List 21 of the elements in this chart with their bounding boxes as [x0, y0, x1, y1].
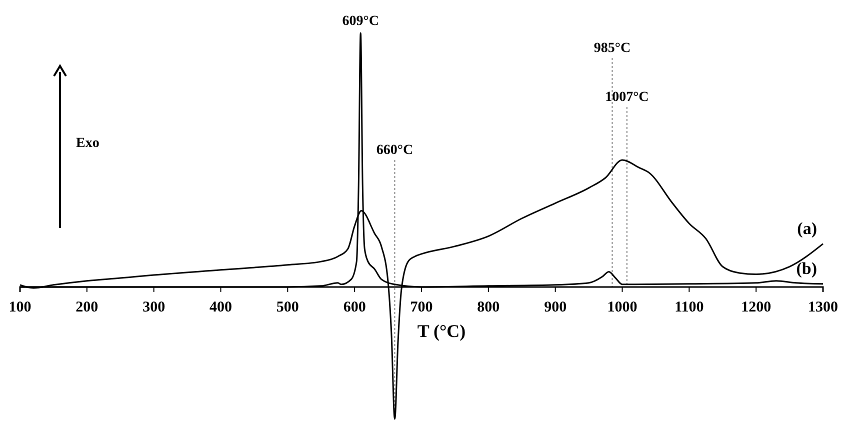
x-tick-label: 400 [210, 299, 232, 316]
series-label: (b) [796, 258, 817, 278]
ref-line-label: 660°C [376, 143, 414, 158]
annotation: 609°C [342, 14, 379, 29]
x-tick-label: 1200 [741, 299, 772, 316]
x-tick-label: 1100 [674, 299, 704, 316]
x-tick-label: 300 [142, 299, 166, 316]
ref-line-label: 1007°C [605, 90, 649, 105]
x-tick-label: 500 [276, 299, 299, 316]
x-tick-label: 1300 [808, 299, 838, 316]
ref-line-label: 985°C [594, 41, 631, 56]
x-axis-title: T (°C) [417, 320, 466, 341]
annotation: Exo [76, 136, 100, 151]
x-tick-label: 900 [544, 299, 567, 316]
x-tick-label: 1000 [607, 299, 638, 316]
x-tick-label: 200 [76, 299, 98, 316]
x-tick-label: 600 [343, 299, 366, 316]
x-tick-label: 700 [410, 299, 433, 316]
x-tick-label: 100 [8, 299, 32, 316]
x-tick-label: 800 [477, 299, 500, 316]
series-label: (a) [797, 218, 817, 238]
